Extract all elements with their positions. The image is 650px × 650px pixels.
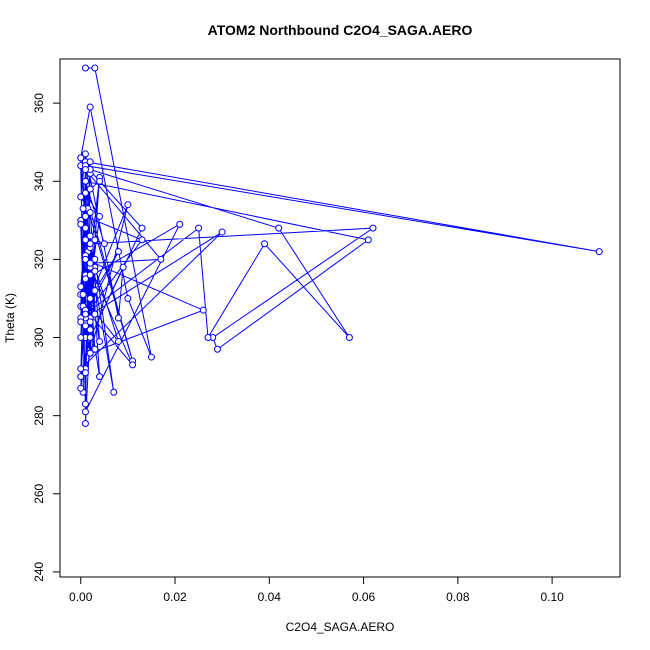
data-point [86,158,94,166]
data-point [81,224,89,232]
x-axis-label: C2O4_SAGA.AERO [286,620,395,634]
data-point [91,236,99,244]
data-point [91,310,99,318]
data-point [100,240,108,248]
data-point [81,212,89,220]
data-point [77,384,85,392]
data-point [96,373,104,381]
data-point [176,220,184,228]
data-point [77,318,85,326]
data-point [114,314,122,322]
data-point [86,103,94,111]
data-point [129,361,137,369]
data-point [86,294,94,302]
data-point [81,400,89,408]
data-point [81,177,89,185]
data-point [124,294,132,302]
data-point [213,345,221,353]
x-axis: 0.00 0.02 0.04 0.06 0.08 0.10 [69,577,564,604]
x-tick-label: 0.00 [69,590,93,604]
data-point [77,283,85,291]
data-point [138,236,146,244]
data-point [81,166,89,174]
data-point [81,408,89,416]
data-point [86,271,94,279]
y-tick-label: 320 [32,249,46,269]
plot-frame [59,58,621,578]
data-point [91,345,99,353]
data-point [96,212,104,220]
x-tick-label: 0.06 [352,590,376,604]
x-tick-label: 0.02 [163,590,187,604]
data-point [86,232,94,240]
data-point [86,259,94,267]
data-point [81,255,89,263]
data-point [77,154,85,162]
data-point [96,337,104,345]
data-point [86,240,94,248]
data-point [77,334,85,342]
data-point [81,419,89,427]
data-point [204,334,212,342]
data-point [79,205,87,213]
data-point [147,353,155,361]
data-point [81,150,89,158]
data-point [218,228,226,236]
x-tick-label: 0.08 [446,590,470,604]
data-point [81,322,89,330]
data-point [77,365,85,373]
data-point [81,64,89,72]
x-tick-label: 0.04 [258,590,282,604]
data-point [114,248,122,256]
data-point [81,310,89,318]
data-point [110,388,118,396]
y-axis-label: Theta (K) [3,293,17,343]
data-point [91,64,99,72]
data-point [77,373,85,381]
y-tick-label: 360 [32,93,46,113]
data-point [157,255,165,263]
data-point [345,334,353,342]
data-point [81,236,89,244]
chart-title: ATOM2 Northbound C2O4_SAGA.AERO [208,22,473,38]
data-point [86,318,94,326]
data-point [138,224,146,232]
data-point [114,337,122,345]
y-tick-label: 280 [32,405,46,425]
data-point [86,209,94,217]
y-tick-label: 340 [32,171,46,191]
y-tick-label: 260 [32,483,46,503]
data-point [77,193,85,201]
y-axis: 240 260 280 300 320 340 360 [32,93,60,582]
data-point [81,275,89,283]
data-point [86,326,94,334]
data-point [86,185,94,193]
data-point [91,287,99,295]
data-point [86,349,94,357]
data-point [91,267,99,275]
data-point [124,201,132,209]
data-point [195,224,203,232]
data-point [369,224,377,232]
data-point [79,291,87,299]
data-point [595,248,603,256]
data-points [77,64,603,427]
data-point [364,236,372,244]
data-point [119,263,127,271]
data-point [275,224,283,232]
data-point [77,220,85,228]
data-point [261,240,269,248]
data-point [91,255,99,263]
data-point [199,306,207,314]
x-tick-label: 0.10 [540,590,564,604]
data-point [81,189,89,197]
y-tick-label: 300 [32,327,46,347]
y-tick-label: 240 [32,562,46,582]
data-point [81,369,89,377]
data-point [96,177,104,185]
data-point [86,334,94,342]
